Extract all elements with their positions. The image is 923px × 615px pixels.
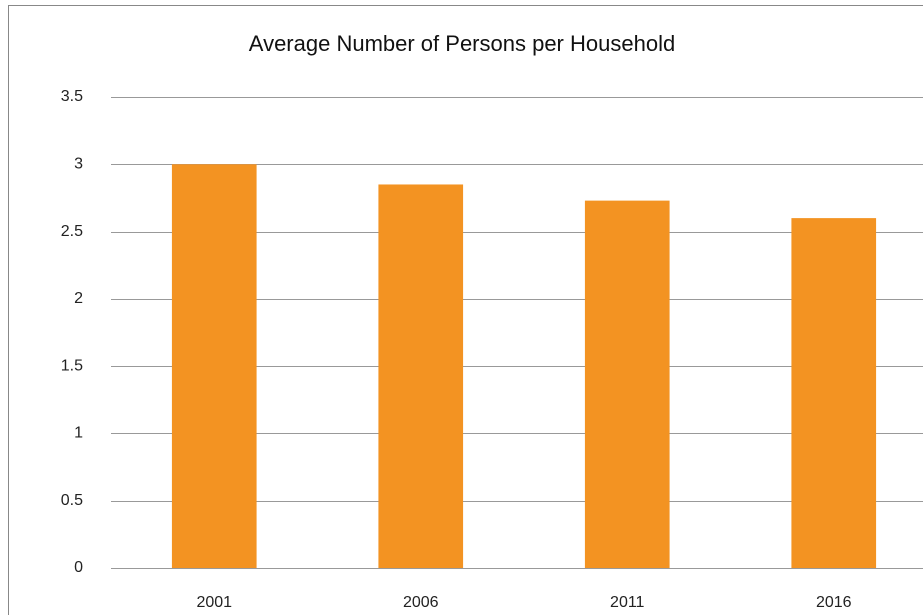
x-tick-label: 2011 <box>610 594 645 611</box>
y-tick-label: 0.5 <box>61 492 83 509</box>
chart-border <box>8 5 923 615</box>
x-tick-label: 2006 <box>403 594 439 611</box>
bar <box>791 218 877 568</box>
x-tick-label: 2001 <box>196 594 232 611</box>
y-tick-label: 1 <box>74 425 83 442</box>
y-tick-label: 2.5 <box>61 223 83 240</box>
chart-title: Average Number of Persons per Household <box>249 31 675 56</box>
y-tick-label: 2 <box>74 290 83 307</box>
x-tick-label: 2016 <box>816 594 852 611</box>
y-tick-label: 1.5 <box>61 357 83 374</box>
bar <box>378 184 464 568</box>
y-tick-label: 3.5 <box>61 88 83 105</box>
bar <box>584 200 670 568</box>
y-tick-label: 3 <box>74 156 83 173</box>
y-tick-label: 0 <box>74 559 83 576</box>
bar <box>171 164 257 569</box>
